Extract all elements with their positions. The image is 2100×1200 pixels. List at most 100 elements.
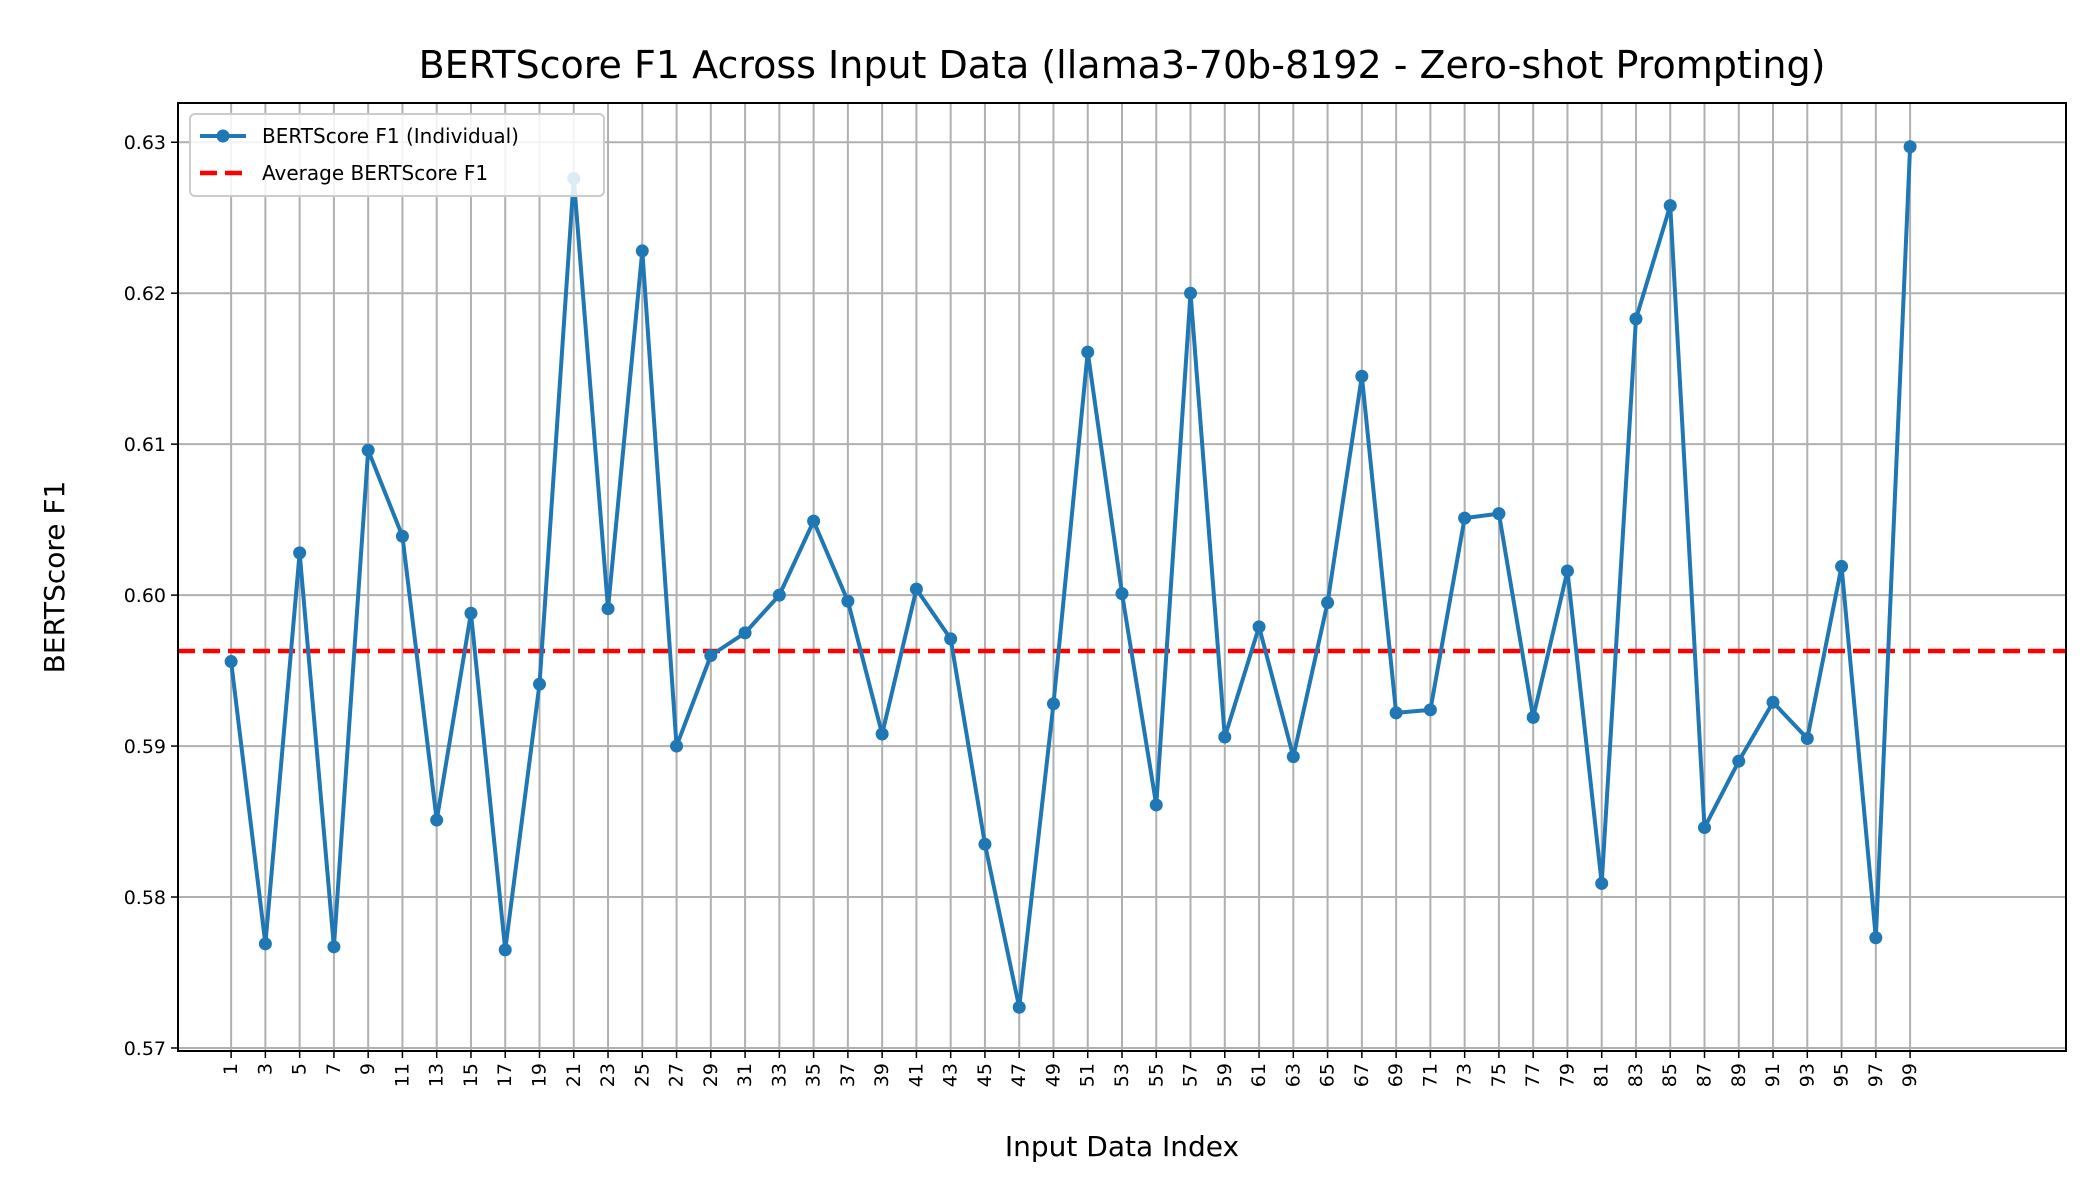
x-tick-label: 47 xyxy=(1008,1063,1030,1087)
x-tick-label: 55 xyxy=(1145,1063,1167,1087)
data-point xyxy=(1698,821,1712,835)
data-point xyxy=(1560,564,1574,578)
data-point xyxy=(464,606,478,620)
y-tick-label: 0.63 xyxy=(124,132,166,154)
data-point xyxy=(841,594,855,608)
x-tick-label: 1 xyxy=(220,1063,242,1075)
x-tick-label: 21 xyxy=(563,1063,585,1087)
data-point xyxy=(1458,511,1472,525)
x-tick-label: 25 xyxy=(631,1063,653,1087)
data-point xyxy=(293,546,307,560)
series-layer xyxy=(224,140,1917,1014)
x-tick-label: 39 xyxy=(871,1063,893,1087)
data-point xyxy=(704,648,718,662)
x-tick-label: 23 xyxy=(597,1063,619,1087)
data-point xyxy=(1149,798,1163,812)
x-tick-label: 69 xyxy=(1385,1063,1407,1087)
grid xyxy=(178,103,2066,1051)
y-tick-label: 0.57 xyxy=(124,1038,166,1060)
x-tick-label: 79 xyxy=(1556,1063,1578,1087)
x-tick-label: 41 xyxy=(905,1063,927,1087)
x-tick-label: 93 xyxy=(1796,1063,1818,1087)
legend-marker-individual xyxy=(216,129,230,143)
x-tick-label: 67 xyxy=(1351,1063,1373,1087)
data-point xyxy=(395,529,409,543)
x-tick-label: 9 xyxy=(357,1063,379,1075)
data-point xyxy=(738,626,752,640)
x-tick-label: 13 xyxy=(426,1063,448,1087)
x-tick-label: 77 xyxy=(1522,1063,1544,1087)
x-tick-label: 99 xyxy=(1899,1063,1921,1087)
x-tick-label: 65 xyxy=(1317,1063,1339,1087)
data-point xyxy=(1046,697,1060,711)
x-tick-label: 49 xyxy=(1042,1063,1064,1087)
data-point xyxy=(670,739,684,753)
x-tick-label: 63 xyxy=(1282,1063,1304,1087)
data-point xyxy=(1766,695,1780,709)
data-point xyxy=(258,937,272,951)
x-tick-label: 57 xyxy=(1180,1063,1202,1087)
data-point xyxy=(1903,140,1917,154)
data-point xyxy=(875,727,889,741)
data-point xyxy=(1355,369,1369,383)
data-point xyxy=(327,940,341,954)
data-point xyxy=(978,837,992,851)
data-point xyxy=(1081,345,1095,359)
x-tick-label: 11 xyxy=(391,1063,413,1087)
data-point xyxy=(1115,587,1129,601)
x-tick-label: 33 xyxy=(768,1063,790,1087)
x-tick-label: 87 xyxy=(1694,1063,1716,1087)
data-point xyxy=(807,514,821,528)
x-tick-label: 75 xyxy=(1488,1063,1510,1087)
series-line-individual xyxy=(229,146,1913,1010)
data-point xyxy=(909,582,923,596)
x-tick-label: 61 xyxy=(1248,1063,1270,1087)
y-tick-label: 0.62 xyxy=(124,283,166,305)
x-tick-label: 27 xyxy=(666,1063,688,1087)
x-tick-label: 35 xyxy=(803,1063,825,1087)
data-point xyxy=(635,244,649,258)
data-point xyxy=(1869,931,1883,945)
data-point xyxy=(224,655,238,669)
x-tick-label: 19 xyxy=(528,1063,550,1087)
data-point xyxy=(944,632,958,646)
x-tick-label: 83 xyxy=(1625,1063,1647,1087)
data-point xyxy=(498,943,512,957)
x-tick-label: 85 xyxy=(1659,1063,1681,1087)
data-point xyxy=(1629,312,1643,326)
data-point xyxy=(1423,703,1437,717)
data-point xyxy=(430,813,444,827)
data-point xyxy=(1595,876,1609,890)
data-point xyxy=(772,588,786,602)
x-tick-label: 71 xyxy=(1419,1063,1441,1087)
x-tick-label: 45 xyxy=(974,1063,996,1087)
x-tick-label: 3 xyxy=(254,1063,276,1075)
data-point xyxy=(601,602,615,616)
x-tick-label: 7 xyxy=(323,1063,345,1075)
data-point xyxy=(361,443,375,457)
y-axis-ticks: 0.57 0.58 0.59 0.60 0.61 0.62 0.63 xyxy=(124,132,178,1060)
data-point xyxy=(532,677,546,691)
x-tick-label: 59 xyxy=(1214,1063,1236,1087)
y-axis-label: BERTScore F1 xyxy=(38,481,71,674)
legend-label-average: Average BERTScore F1 xyxy=(262,161,488,185)
x-tick-label: 15 xyxy=(460,1063,482,1087)
y-tick-label: 0.59 xyxy=(124,736,166,758)
data-point xyxy=(1800,732,1814,746)
x-tick-label: 51 xyxy=(1077,1063,1099,1087)
data-point xyxy=(1663,199,1677,213)
x-tick-label: 29 xyxy=(700,1063,722,1087)
x-tick-label: 17 xyxy=(494,1063,516,1087)
data-point xyxy=(1012,1000,1026,1014)
legend-box xyxy=(189,113,605,197)
y-tick-label: 0.61 xyxy=(124,434,166,456)
data-point xyxy=(1286,750,1300,764)
legend: BERTScore F1 (Individual) Average BERTSco… xyxy=(189,113,605,197)
data-point xyxy=(1492,507,1506,521)
x-tick-label: 89 xyxy=(1728,1063,1750,1087)
data-point xyxy=(1389,706,1403,720)
x-tick-label: 73 xyxy=(1454,1063,1476,1087)
x-tick-label: 43 xyxy=(940,1063,962,1087)
x-tick-label: 81 xyxy=(1591,1063,1613,1087)
